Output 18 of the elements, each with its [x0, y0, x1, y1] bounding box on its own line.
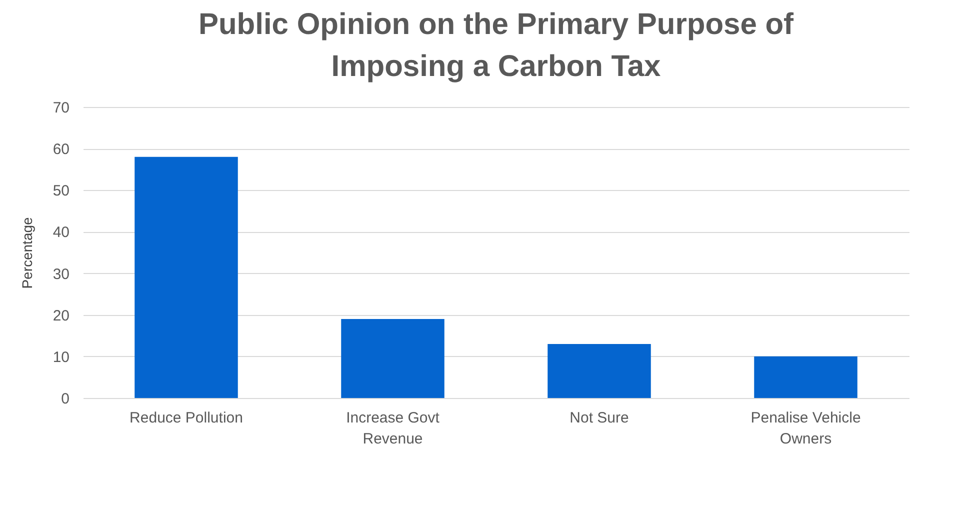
x-tick-label: Penalise Vehicle Owners [750, 410, 861, 448]
bar [134, 156, 238, 398]
y-axis-title: Percentage [18, 216, 35, 289]
y-tick-label: 50 [52, 182, 70, 200]
y-tick-label: 70 [52, 100, 70, 116]
y-tick-label: 10 [52, 348, 70, 366]
bar [754, 356, 858, 398]
chart-title: Public Opinion on the Primary Purpose of Imposing a Carbon Tax [198, 8, 795, 83]
y-tick-label: 30 [52, 266, 70, 283]
x-tick-label: Increase Govt Revenue [346, 410, 440, 448]
bar [548, 344, 651, 398]
x-tick-label: Reduce Pollution [130, 410, 243, 426]
y-tick-label: 40 [52, 224, 70, 242]
y-tick-label: 0 [61, 390, 70, 408]
y-tick-label: 20 [52, 307, 70, 324]
bar [341, 319, 444, 398]
y-tick-label: 60 [52, 141, 70, 158]
x-tick-label: Not Sure [570, 410, 629, 426]
